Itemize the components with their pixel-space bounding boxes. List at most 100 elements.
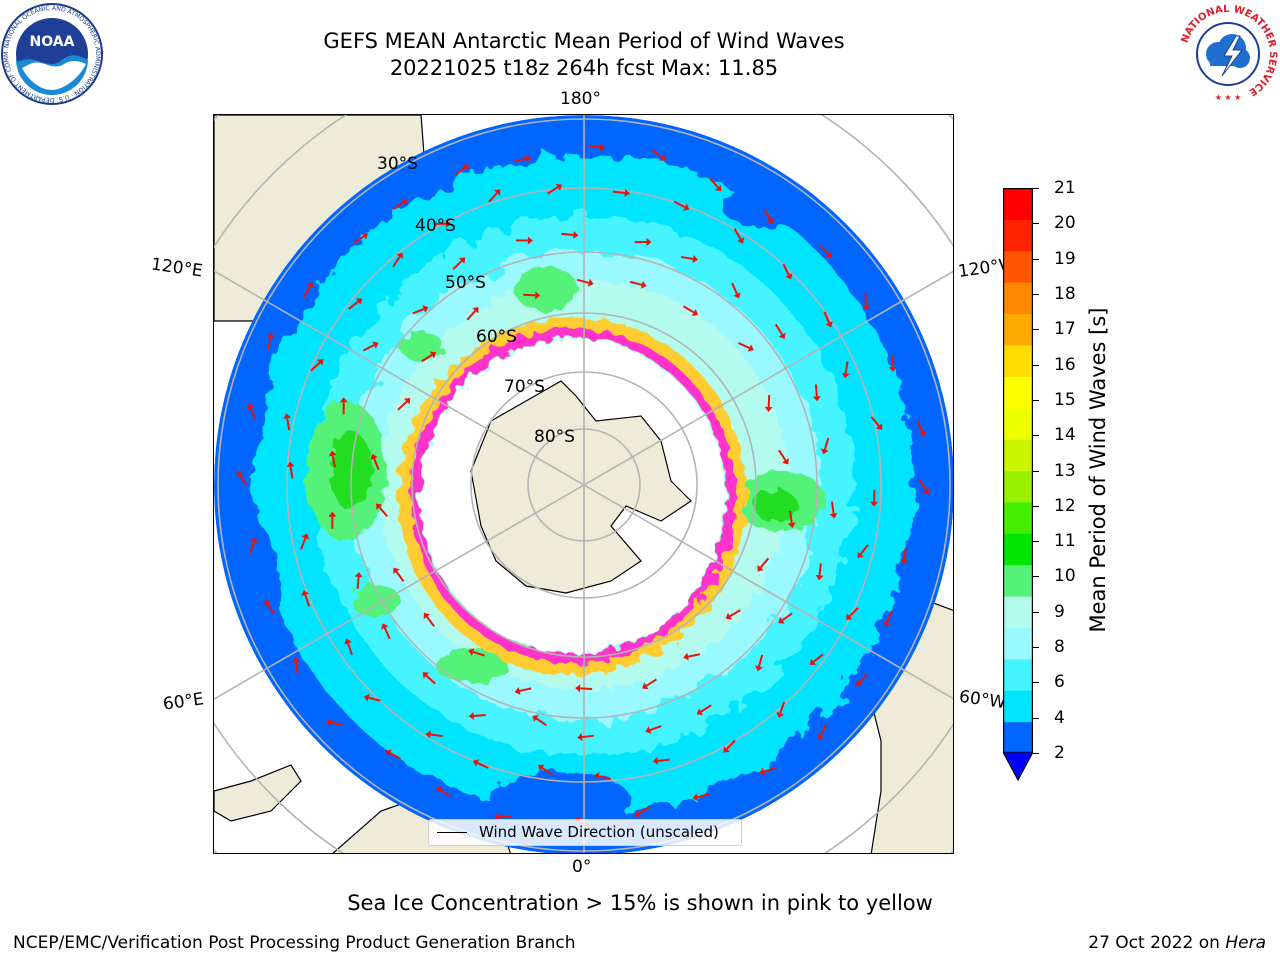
lat-label-70s: 70°S — [504, 377, 545, 397]
colorbar-tick-label: 16 — [1054, 354, 1076, 375]
wave-direction-arrow — [300, 533, 310, 550]
wave-direction-arrow — [353, 233, 369, 244]
wave-direction-arrow — [328, 511, 337, 529]
colorbar-tick-label: 11 — [1054, 531, 1076, 552]
colorbar-tick-mark — [1033, 364, 1039, 366]
wave-direction-arrow — [348, 298, 363, 310]
colorbar-tick-label: 17 — [1054, 319, 1076, 340]
colorbar-segment — [1003, 564, 1033, 597]
colorbar-tick-label: 10 — [1054, 566, 1076, 587]
wave-direction-arrow — [846, 607, 859, 620]
colorbar-tick-label: 15 — [1054, 389, 1076, 410]
colorbar-tick-label: 8 — [1054, 637, 1065, 658]
lat-label-80s: 80°S — [534, 427, 575, 447]
wave-direction-arrow — [651, 148, 666, 161]
svg-text:★ ★ ★: ★ ★ ★ — [1215, 93, 1242, 102]
colorbar-tick-mark — [1033, 611, 1039, 613]
wave-direction-arrow — [547, 183, 563, 195]
wave-direction-arrow — [303, 281, 314, 298]
wave-direction-arrow — [841, 361, 850, 379]
wave-direction-arrow — [376, 503, 389, 518]
wave-direction-arrow — [247, 403, 257, 420]
wave-direction-arrow — [861, 293, 870, 311]
noaa-logo-text: NOAA — [30, 34, 75, 50]
wave-direction-arrow — [452, 257, 466, 271]
run-date: 27 Oct 2022 on Hera — [1088, 933, 1266, 953]
wave-direction-arrow — [725, 609, 741, 620]
wave-direction-arrow — [817, 724, 828, 740]
colorbar-tick-mark — [1033, 682, 1039, 684]
wave-direction-arrow — [575, 684, 593, 693]
colorbar-segment — [1003, 627, 1033, 660]
wave-direction-arrow — [514, 154, 532, 163]
wave-direction-arrow — [821, 437, 830, 455]
run-date-text: 27 Oct 2022 on — [1088, 933, 1226, 953]
wave-direction-arrow — [515, 236, 533, 245]
wave-direction-arrow — [883, 610, 893, 627]
colorbar-segment — [1003, 439, 1033, 471]
wave-direction-arrow — [249, 536, 258, 554]
wave-direction-arrow — [857, 544, 869, 559]
colorbar-segment — [1003, 470, 1033, 503]
wave-direction-arrow — [870, 489, 879, 507]
wave-direction-arrow — [782, 263, 793, 280]
lat-label-30s: 30°S — [377, 154, 418, 174]
lon-label-60e: 60°E — [161, 689, 206, 715]
wave-direction-arrow — [466, 307, 479, 321]
wave-direction-arrow — [612, 189, 630, 197]
wave-direction-arrow — [264, 599, 275, 615]
wave-direction-arrow — [916, 420, 926, 437]
colorbar-tick-label: 6 — [1054, 672, 1065, 693]
lat-label-40s: 40°S — [415, 216, 456, 236]
noaa-logo: NATIONAL OCEANIC AND ATMOSPHERIC ADMINIS… — [0, 0, 104, 106]
wave-direction-arrow — [774, 323, 786, 339]
wave-direction-arrow — [856, 672, 869, 687]
wave-direction-arrow — [468, 648, 485, 657]
wave-direction-arrow — [634, 237, 652, 246]
colorbar-segment — [1003, 282, 1033, 315]
colorbar-tick-mark — [1033, 258, 1039, 260]
wave-direction-arrow — [733, 228, 745, 244]
wave-direction-arrow — [325, 718, 343, 727]
colorbar-tick-mark — [1033, 329, 1039, 331]
wave-direction-arrow — [634, 806, 650, 818]
wave-direction-arrow — [286, 461, 295, 479]
lon-label-0: 0° — [572, 857, 592, 877]
wave-direction-arrow — [362, 341, 379, 352]
wave-direction-arrow — [629, 280, 647, 289]
wave-direction-arrow — [900, 547, 909, 565]
wave-direction-arrow — [435, 786, 451, 798]
colorbar-tick-mark — [1033, 753, 1039, 754]
wave-direction-arrow — [918, 479, 930, 495]
legend-label: Wind Wave Direction (unscaled) — [479, 823, 719, 841]
lon-label-180: 180° — [560, 89, 601, 109]
sea-ice-caption: Sea Ice Concentration > 15% is shown in … — [347, 891, 933, 915]
wave-direction-arrow — [759, 766, 776, 776]
colorbar-label: Mean Period of Wind Waves [s] — [1086, 307, 1110, 633]
colorbar-tick-mark — [1033, 576, 1039, 578]
colorbar-segment — [1003, 596, 1033, 628]
wave-direction-arrow — [763, 208, 774, 225]
wave-direction-arrow — [538, 764, 553, 776]
polar-map: 30°S 40°S 50°S 60°S 70°S 80°S Wind Wave … — [213, 114, 954, 854]
wave-direction-arrow — [681, 254, 698, 263]
wave-direction-arrow — [683, 652, 701, 661]
map-legend: Wind Wave Direction (unscaled) — [428, 819, 742, 846]
colorbar-tick-label: 12 — [1054, 495, 1076, 516]
wave-direction-arrow — [809, 653, 824, 665]
wave-direction-arrow — [523, 291, 541, 300]
colorbar-tick-mark — [1033, 188, 1039, 189]
colorbar-tick-mark — [1033, 541, 1039, 543]
chart-title: GEFS MEAN Antarctic Mean Period of Wind … — [323, 29, 845, 53]
lon-label-120e: 120°E — [149, 254, 204, 282]
wave-direction-arrow — [652, 756, 670, 765]
lat-label-60s: 60°S — [476, 327, 517, 347]
chart-subtitle: 20221025 t18z 264h fcst Max: 11.85 — [389, 56, 779, 80]
colorbar-tick-label: 9 — [1054, 601, 1065, 622]
wave-direction-arrow — [757, 557, 770, 572]
wave-direction-arrow — [709, 177, 722, 192]
wave-direction-arrow — [472, 759, 489, 769]
wave-direction-arrow — [393, 199, 408, 211]
colorbar-tick-mark — [1033, 647, 1039, 649]
colorbar-tick-mark — [1033, 435, 1039, 437]
